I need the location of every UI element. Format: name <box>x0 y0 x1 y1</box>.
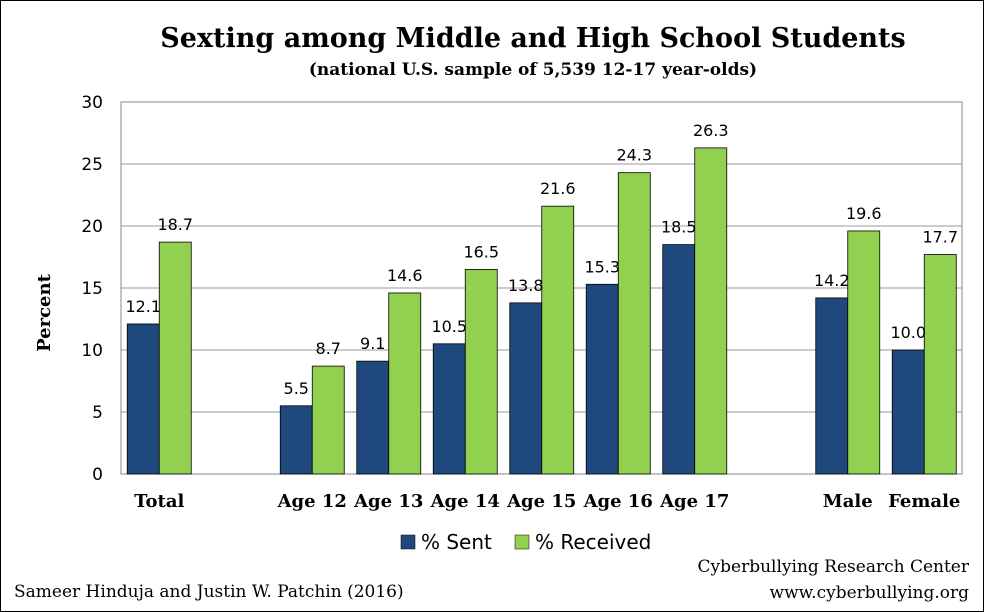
data-label-sent: 9.1 <box>360 334 385 353</box>
author-credit: Sameer Hinduja and Justin W. Patchin (20… <box>14 582 404 602</box>
data-label-sent: 13.8 <box>508 276 544 295</box>
bar-received <box>541 205 575 475</box>
data-label-sent: 10.0 <box>890 323 926 342</box>
chart-subtitle: (national U.S. sample of 5,539 12-17 yea… <box>309 60 757 80</box>
bar-sent <box>662 244 696 475</box>
category-label: Total <box>134 491 184 512</box>
category-label: Female <box>888 491 960 512</box>
y-tick-label: 10 <box>81 341 103 361</box>
data-label-received: 24.3 <box>616 146 652 165</box>
bar-received <box>388 292 422 475</box>
category-labels: Total Age 12 Age 13 Age 14 Age 15 Age 16 Age 1… <box>134 491 960 512</box>
category-label: Age 12 <box>277 491 347 512</box>
bar-sent <box>279 405 313 475</box>
bar-received <box>694 147 728 475</box>
bar-received <box>847 230 881 475</box>
legend-swatch-received <box>514 534 530 550</box>
y-axis-ticks: 0 5 10 15 20 25 30 <box>81 93 103 485</box>
category-label: Age 17 <box>659 491 729 512</box>
data-label-sent: 18.5 <box>661 218 697 237</box>
bar-received <box>158 241 192 475</box>
data-label-sent: 12.1 <box>125 297 161 316</box>
legend: % Sent % Received <box>400 530 651 554</box>
data-label-sent: 10.5 <box>431 317 467 336</box>
category-label: Age 14 <box>430 491 500 512</box>
legend-label-sent: % Sent <box>421 530 492 554</box>
data-label-sent: 14.2 <box>814 271 850 290</box>
y-tick-label: 20 <box>81 217 103 237</box>
category-label: Age 16 <box>583 491 653 512</box>
legend-swatch-sent <box>400 534 416 550</box>
data-label-received: 8.7 <box>316 339 341 358</box>
org-credit: Cyberbullying Research Center <box>698 557 970 577</box>
url-credit: www.cyberbullying.org <box>770 583 970 603</box>
bar-sent <box>432 343 466 475</box>
y-axis-label: Percent <box>34 273 55 351</box>
category-label: Male <box>823 491 873 512</box>
data-label-sent: 5.5 <box>284 379 309 398</box>
bar-sent <box>585 283 619 475</box>
legend-label-received: % Received <box>535 530 651 554</box>
data-label-sent: 15.3 <box>584 257 620 276</box>
data-label-received: 21.6 <box>540 179 576 198</box>
data-labels: 12.1 18.7 5.5 8.7 9.1 14.6 10.5 16.5 13.8 21.6 15.… <box>125 121 958 398</box>
bar-sent <box>815 297 849 475</box>
y-tick-label: 25 <box>81 155 103 175</box>
y-tick-label: 0 <box>92 465 103 485</box>
y-tick-label: 15 <box>81 279 103 299</box>
bar-received <box>464 268 498 475</box>
data-label-received: 17.7 <box>922 228 958 247</box>
data-label-received: 19.6 <box>846 204 882 223</box>
y-tick-label: 30 <box>81 93 103 113</box>
data-label-received: 14.6 <box>387 266 423 285</box>
bar-sent <box>356 360 390 475</box>
data-label-received: 26.3 <box>693 121 729 140</box>
bar-sent <box>509 302 543 475</box>
y-tick-label: 5 <box>92 403 103 423</box>
chart-title: Sexting among Middle and High School Stu… <box>160 23 905 54</box>
category-label: Age 13 <box>353 491 423 512</box>
category-label: Age 15 <box>506 491 576 512</box>
bar-received <box>923 254 957 475</box>
bars <box>126 147 957 475</box>
data-label-received: 18.7 <box>157 215 193 234</box>
bar-sent <box>891 349 925 475</box>
data-label-received: 16.5 <box>463 242 499 261</box>
bar-received <box>617 172 651 475</box>
bar-sent <box>126 323 160 475</box>
bar-received <box>311 365 345 475</box>
